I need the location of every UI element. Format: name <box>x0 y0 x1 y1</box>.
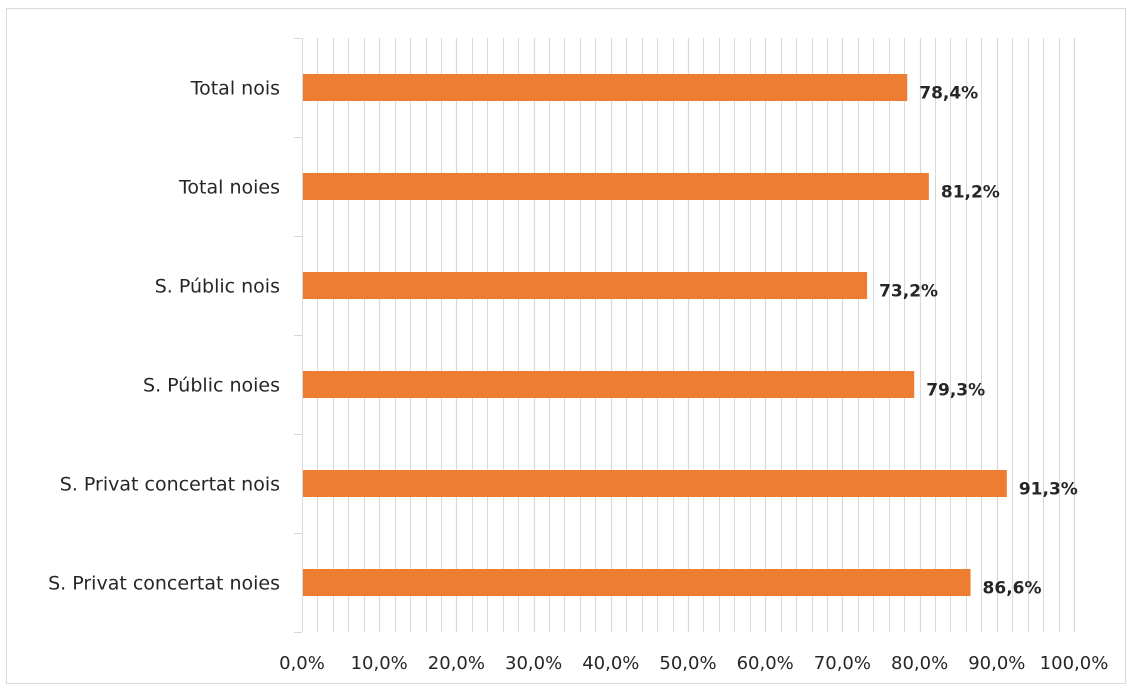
x-tick-label: 10,0% <box>351 653 408 674</box>
category-label: Total nois <box>190 78 280 100</box>
bar <box>303 173 929 200</box>
data-label: 81,2% <box>941 183 1000 203</box>
category-label: S. Privat concertat nois <box>60 474 280 496</box>
data-label: 86,6% <box>983 579 1042 599</box>
x-tick-label: 50,0% <box>659 653 716 674</box>
bar <box>303 74 908 101</box>
data-label: 73,2% <box>879 282 938 302</box>
bar <box>303 569 971 596</box>
x-tick-label: 30,0% <box>505 653 562 674</box>
x-tick-label: 0,0% <box>279 653 325 674</box>
x-tick-label: 90,0% <box>968 653 1025 674</box>
x-tick-label: 100,0% <box>1040 653 1109 674</box>
category-label: Total noies <box>178 177 280 199</box>
category-label: S. Públic nois <box>155 276 280 298</box>
bar <box>303 470 1007 497</box>
x-tick-label: 70,0% <box>814 653 871 674</box>
data-label: 79,3% <box>926 381 985 401</box>
data-label: 91,3% <box>1019 480 1078 500</box>
bar <box>303 272 868 299</box>
x-tick-label: 60,0% <box>737 653 794 674</box>
category-label: S. Privat concertat noies <box>48 573 280 595</box>
x-tick-label: 20,0% <box>428 653 485 674</box>
category-label: S. Públic noies <box>143 375 280 397</box>
bar <box>303 371 915 398</box>
x-tick-label: 80,0% <box>891 653 948 674</box>
data-label: 78,4% <box>919 84 978 104</box>
x-tick-label: 40,0% <box>582 653 639 674</box>
